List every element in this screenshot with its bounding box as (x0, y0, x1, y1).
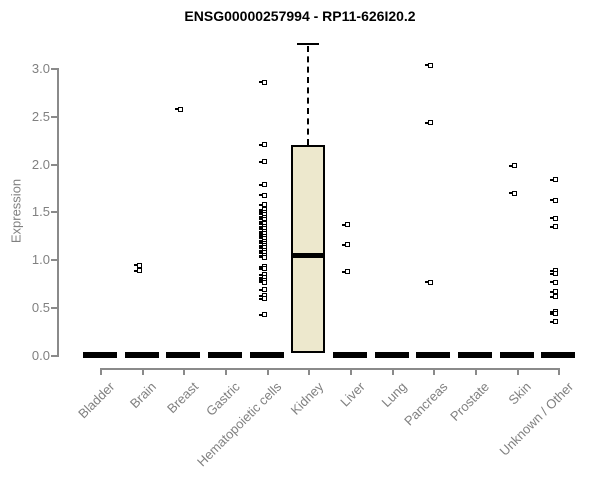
x-tick-label-text: Kidney (287, 379, 326, 418)
x-tick (474, 368, 477, 375)
data-point (553, 271, 559, 277)
data-point (136, 268, 142, 274)
x-tick (558, 368, 561, 375)
data-point (553, 177, 559, 183)
data-point (261, 287, 267, 293)
whisker-cap (297, 43, 320, 46)
data-point (344, 269, 350, 275)
x-tick-label-text: Gastric (202, 379, 243, 419)
data-point (261, 266, 267, 272)
x-tick (516, 368, 519, 375)
data-point (261, 312, 267, 318)
y-axis-line (57, 67, 59, 357)
data-point (261, 182, 267, 188)
data-point (553, 319, 559, 325)
x-tick-label-text: Breast (163, 379, 201, 417)
data-point (428, 120, 434, 126)
data-point (511, 163, 517, 169)
data-point (553, 224, 559, 230)
zero-box-bar (166, 352, 201, 358)
x-tick-label-text: Brain (127, 379, 160, 412)
box-median-line (291, 252, 326, 258)
x-axis-line (100, 368, 561, 370)
data-point (511, 190, 517, 196)
zero-box-bar (416, 352, 451, 358)
y-tick-label: 3.0 (31, 60, 50, 76)
zero-box-bar (83, 352, 117, 358)
y-tick (51, 211, 57, 214)
zero-box-bar (124, 352, 159, 358)
data-point (261, 254, 267, 260)
data-point (178, 106, 184, 112)
y-tick (51, 67, 57, 70)
x-tick (433, 368, 436, 375)
zero-box-bar (332, 352, 367, 358)
data-point (261, 192, 267, 198)
x-tick-label-text: Unknown / Other (496, 379, 576, 459)
x-tick (349, 368, 352, 375)
data-point (261, 296, 267, 302)
x-tick-label-text: Prostate (447, 379, 493, 424)
data-point (553, 294, 559, 300)
x-tick (308, 368, 311, 375)
data-point (261, 142, 267, 148)
zero-box-bar (374, 352, 409, 358)
y-tick-label: 1.0 (31, 252, 50, 268)
data-point (261, 159, 267, 165)
x-tick-label-text: Skin (505, 379, 535, 408)
data-point (344, 242, 350, 248)
x-tick (100, 368, 102, 375)
x-tick-label-text: Liver (336, 379, 368, 410)
y-tick (51, 115, 57, 118)
y-tick (51, 163, 57, 166)
y-tick (51, 355, 57, 357)
zero-box-bar (499, 352, 534, 358)
zero-box-bar (457, 352, 492, 358)
zero-box-bar (249, 352, 284, 358)
x-tick-label-text: Bladder (75, 379, 118, 422)
box-plot-box (291, 144, 326, 354)
zero-box-bar (207, 352, 242, 358)
x-tick (141, 368, 144, 375)
data-point (428, 62, 434, 68)
y-tick (51, 259, 57, 262)
data-point (136, 262, 142, 268)
data-point (261, 79, 267, 85)
y-tick-label: 0.0 (31, 348, 50, 363)
data-point (261, 279, 267, 285)
data-point (553, 311, 559, 317)
x-tick (183, 368, 186, 375)
chart-title: ENSG00000257994 - RP11-626I20.2 (184, 8, 416, 24)
data-point (553, 197, 559, 203)
x-tick-label-text: Pancreas (401, 379, 451, 429)
y-tick-label: 2.5 (31, 108, 50, 124)
y-tick-label: 1.5 (31, 204, 50, 220)
data-point (553, 215, 559, 221)
y-tick (51, 307, 57, 310)
zero-box-bar (541, 352, 576, 358)
y-tick-label: 2.0 (31, 156, 50, 172)
box-whisker (307, 46, 310, 145)
data-point (344, 222, 350, 228)
x-tick (391, 368, 394, 375)
y-tick-label: 0.5 (31, 300, 50, 316)
x-tick (266, 368, 269, 375)
x-tick (224, 368, 227, 375)
x-tick-label-text: Lung (378, 379, 410, 411)
data-point (428, 279, 434, 285)
data-point (553, 279, 559, 285)
